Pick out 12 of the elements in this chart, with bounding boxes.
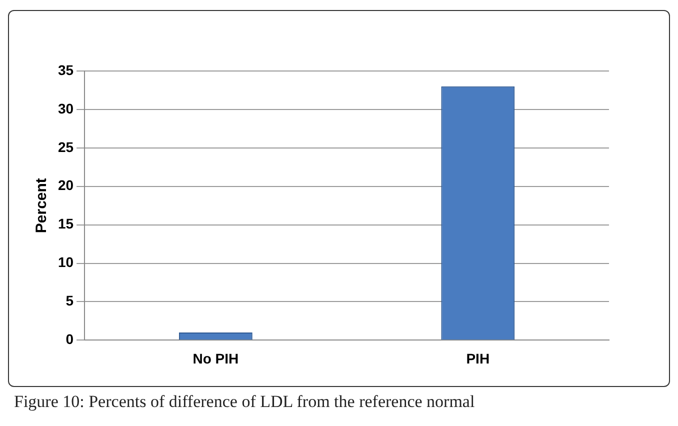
y-tick-label: 0 xyxy=(66,331,74,348)
y-tick-label: 20 xyxy=(58,177,74,194)
y-axis-title: Percent xyxy=(33,178,50,234)
y-tick-label: 5 xyxy=(66,292,74,309)
y-tick-label: 25 xyxy=(58,138,74,155)
x-tick-label: PIH xyxy=(466,350,490,366)
y-tick-label: 30 xyxy=(58,100,74,116)
y-tick-label: 15 xyxy=(58,216,74,232)
y-tick-label: 10 xyxy=(58,254,74,270)
y-tick-label: 35 xyxy=(58,62,74,78)
x-tick-label: No PIH xyxy=(192,350,239,366)
caption: Figure 10: Percents of difference of LDL from the reference normal xyxy=(14,392,475,412)
